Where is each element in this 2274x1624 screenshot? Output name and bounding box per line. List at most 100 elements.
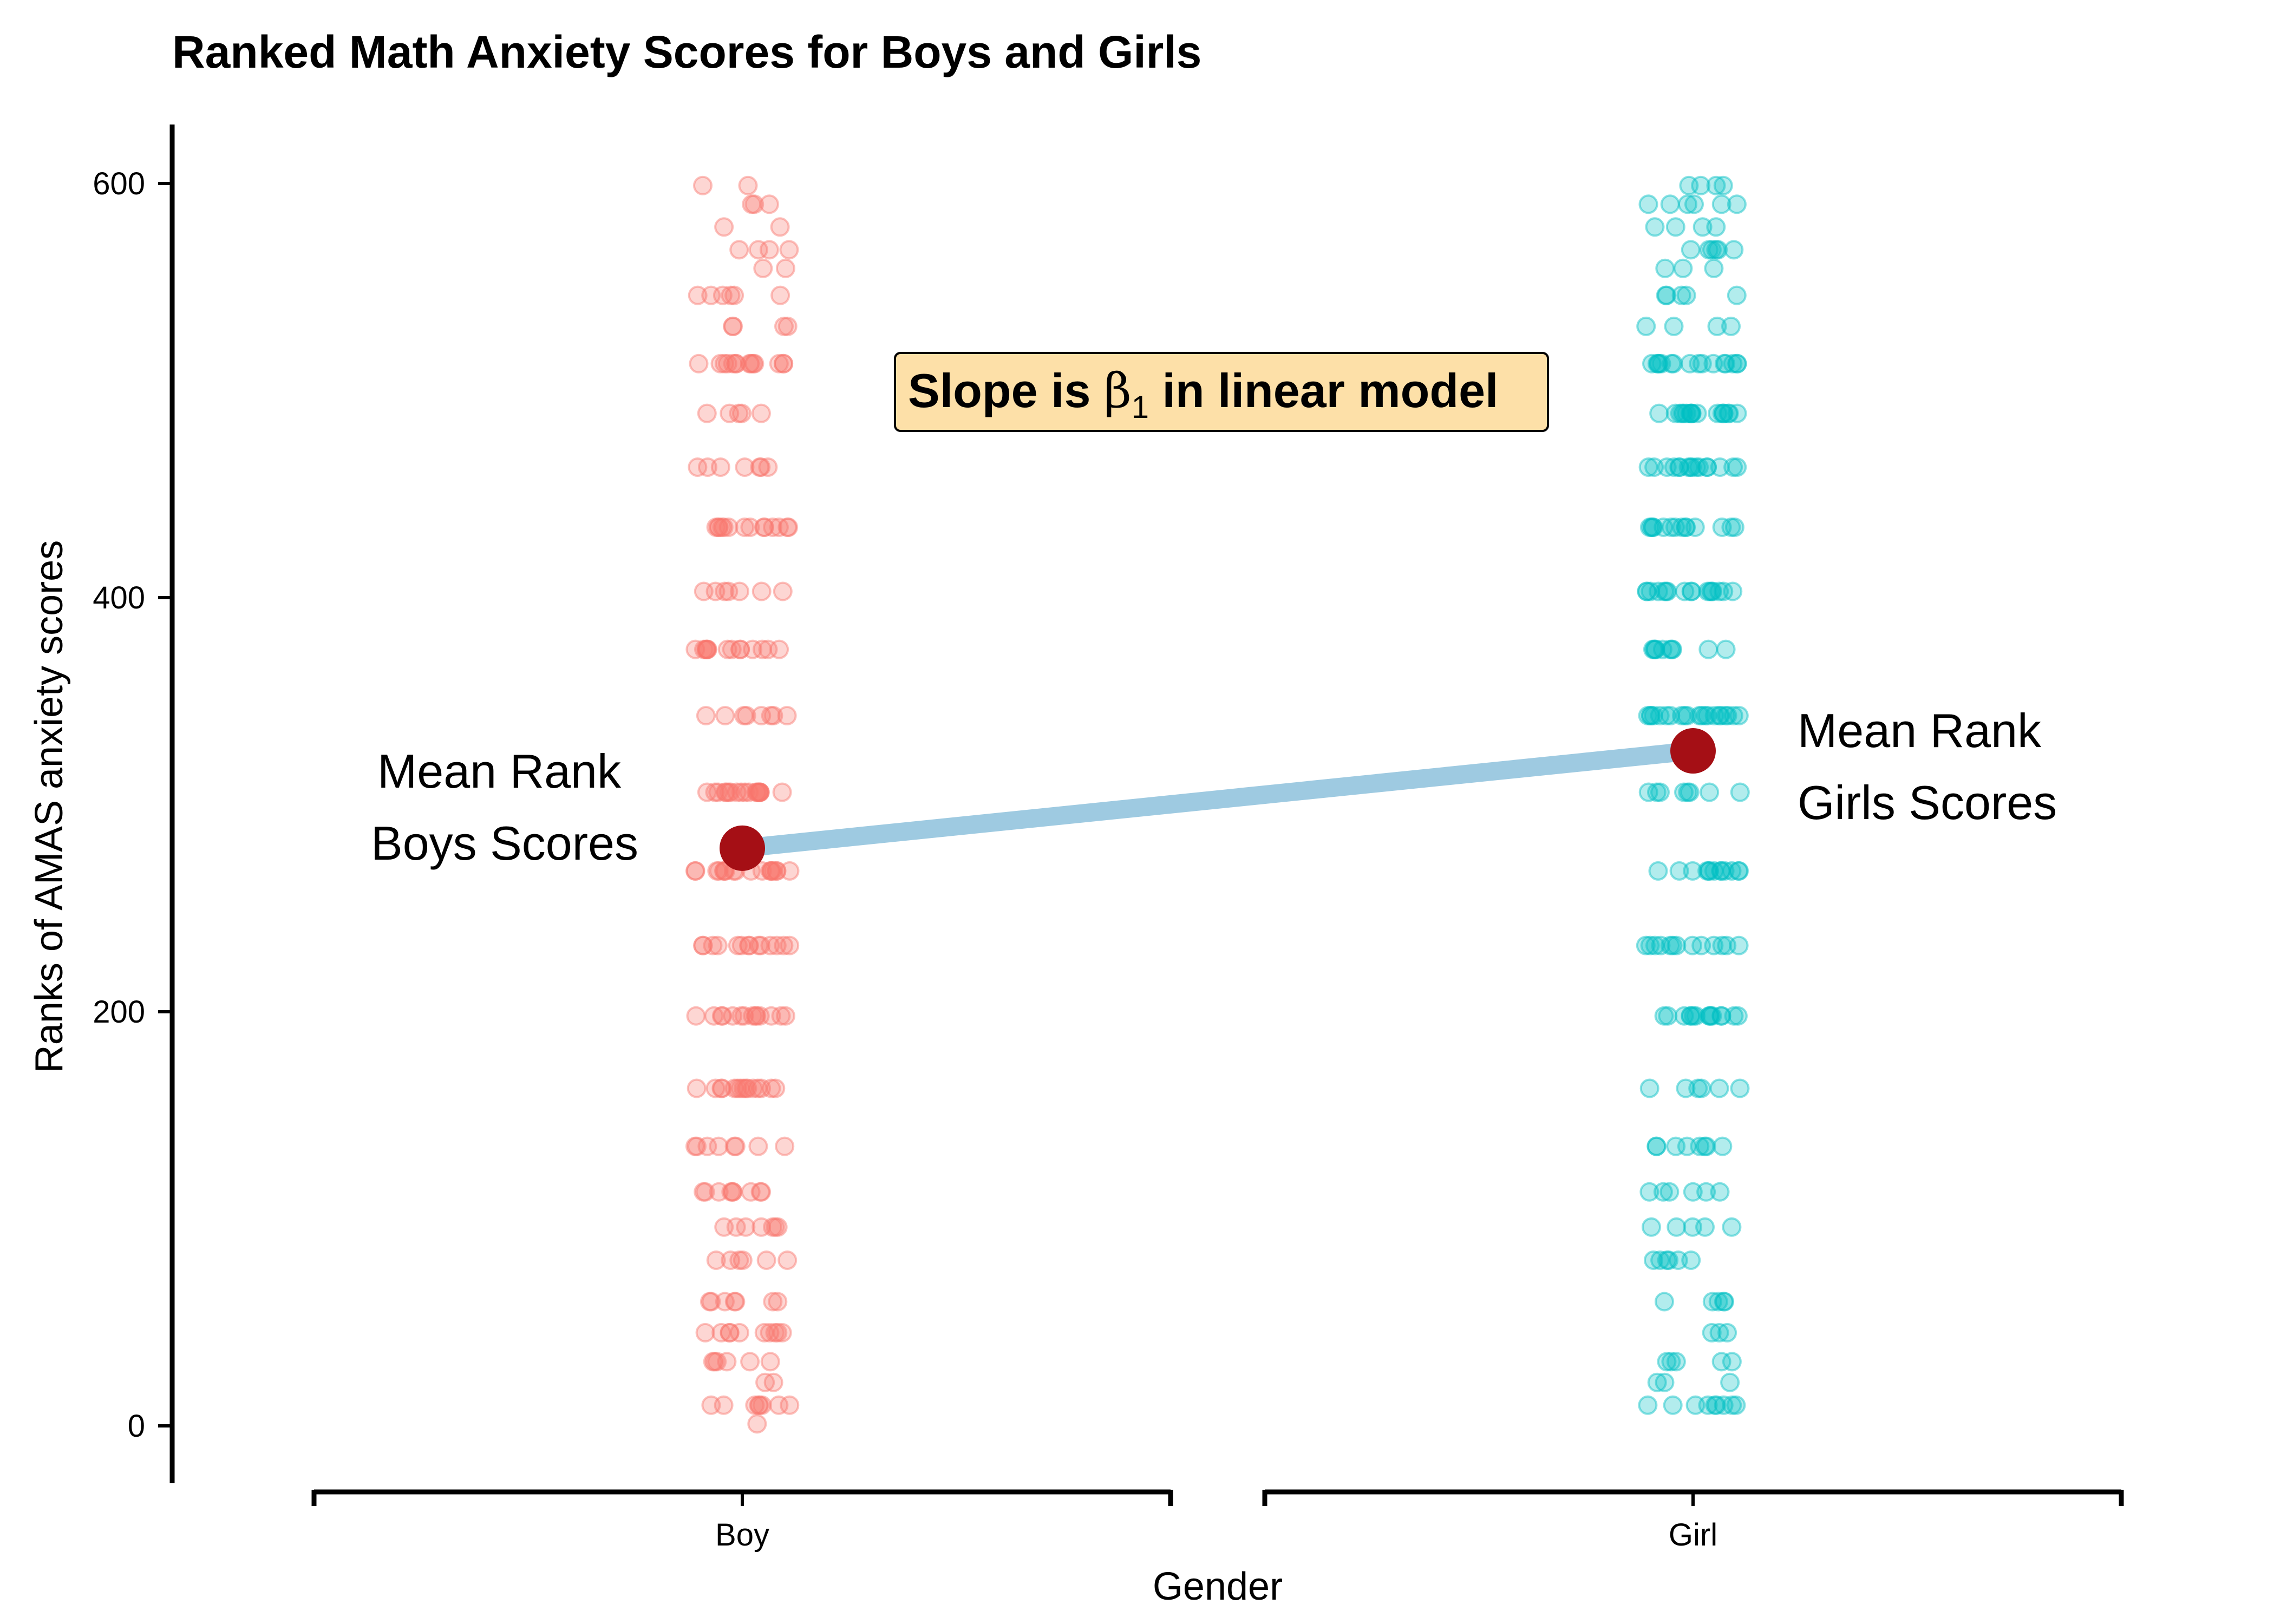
data-point-boy — [777, 518, 798, 537]
data-point-boy — [707, 1352, 727, 1372]
data-point-boy — [706, 518, 726, 537]
data-point-boy — [758, 457, 778, 477]
data-point-boy — [743, 1078, 763, 1098]
data-point-girl — [1681, 581, 1701, 601]
data-point-girl — [1685, 1395, 1706, 1415]
data-point-boy — [687, 1136, 707, 1156]
data-point-girl — [1704, 935, 1724, 955]
data-point-girl — [1648, 353, 1668, 374]
data-point-boy — [728, 935, 748, 955]
data-point-girl — [1648, 861, 1668, 881]
data-point-girl — [1681, 403, 1700, 423]
data-point-girl — [1714, 403, 1734, 423]
y-tick-label-400: 400 — [93, 580, 145, 615]
data-point-boy — [685, 639, 705, 659]
data-point-girl — [1722, 1395, 1742, 1415]
data-point-boy — [694, 639, 714, 659]
data-point-girl — [1690, 706, 1710, 725]
data-point-boy — [736, 1217, 756, 1237]
x-tick-label-girl: Girl — [1669, 1517, 1717, 1553]
data-point-boy — [780, 861, 800, 881]
data-point-girl — [1674, 782, 1694, 802]
data-point-girl — [1666, 1136, 1686, 1156]
data-point-girl — [1726, 1395, 1746, 1415]
data-point-boy — [714, 861, 734, 881]
data-point-girl — [1713, 175, 1733, 195]
data-point-boy — [752, 1395, 772, 1415]
data-point-boy — [760, 861, 780, 881]
data-point-boy — [761, 861, 781, 881]
data-point-boy — [761, 1006, 781, 1026]
data-point-boy — [747, 782, 767, 802]
data-point-girl — [1718, 403, 1739, 423]
data-point-girl — [1645, 217, 1665, 237]
data-point-girl — [1728, 1006, 1748, 1026]
data-point-boy — [697, 782, 717, 802]
data-point-girl — [1702, 240, 1722, 260]
data-point-girl — [1729, 861, 1749, 881]
data-point-girl — [1655, 581, 1675, 601]
data-point-girl — [1717, 706, 1737, 725]
slope-line — [741, 742, 1694, 857]
data-point-girl — [1665, 403, 1685, 423]
data-point-boy — [739, 935, 759, 955]
data-point-boy — [685, 861, 705, 881]
data-point-girl — [1670, 403, 1690, 423]
data-point-girl — [1730, 782, 1750, 802]
data-point-girl — [1704, 258, 1724, 278]
data-point-girl — [1691, 1078, 1711, 1098]
data-point-girl — [1715, 1292, 1734, 1312]
data-point-boy — [749, 935, 769, 955]
data-point-boy — [717, 639, 737, 659]
data-point-boy — [704, 1352, 724, 1372]
data-point-boy — [712, 1078, 732, 1098]
data-point-boy — [761, 706, 781, 725]
data-point-girl — [1691, 706, 1711, 725]
data-point-boy — [729, 1322, 749, 1343]
data-point-girl — [1639, 518, 1659, 537]
data-point-girl — [1699, 861, 1719, 881]
data-point-boy — [710, 353, 730, 374]
data-point-girl — [1656, 581, 1676, 601]
data-point-boy — [763, 1372, 783, 1392]
data-point-boy — [703, 935, 723, 955]
data-point-girl — [1652, 639, 1672, 659]
data-point-girl — [1638, 457, 1658, 477]
data-point-boy — [754, 518, 774, 537]
data-point-boy — [728, 1078, 747, 1098]
data-point-boy — [707, 861, 727, 881]
data-point-girl — [1646, 1136, 1667, 1156]
data-point-girl — [1724, 518, 1744, 537]
data-point-girl — [1644, 706, 1663, 725]
data-point-girl — [1711, 1006, 1731, 1026]
data-point-girl — [1697, 457, 1717, 477]
data-point-girl — [1723, 457, 1743, 477]
x-axis-bracket-girl — [1262, 1489, 2124, 1506]
data-point-boy — [709, 1182, 729, 1202]
data-point-girl — [1638, 706, 1658, 725]
data-point-girl — [1681, 1250, 1701, 1270]
data-point-boy — [767, 861, 787, 881]
data-point-girl — [1730, 1078, 1750, 1098]
annotation-girl-line2: Girls Scores — [1798, 776, 2057, 829]
data-point-girl — [1638, 194, 1658, 214]
data-point-girl — [1638, 782, 1658, 802]
data-point-girl — [1672, 403, 1693, 423]
data-point-boy — [714, 861, 734, 881]
data-point-girl — [1695, 706, 1715, 725]
data-point-boy — [733, 1250, 753, 1270]
data-point-boy — [748, 1078, 768, 1098]
data-point-girl — [1710, 457, 1730, 477]
data-point-girl — [1715, 353, 1734, 374]
data-point-boy — [760, 1322, 780, 1343]
data-point-boy — [724, 285, 744, 305]
data-point-girl — [1723, 353, 1743, 374]
data-point-girl — [1691, 935, 1711, 955]
data-point-girl — [1695, 1136, 1715, 1156]
data-point-boy — [739, 782, 759, 802]
data-point-boy — [694, 581, 714, 601]
data-point-boy — [750, 782, 770, 802]
data-point-girl — [1693, 217, 1713, 237]
data-point-boy — [697, 639, 717, 659]
data-point-boy — [760, 935, 780, 955]
